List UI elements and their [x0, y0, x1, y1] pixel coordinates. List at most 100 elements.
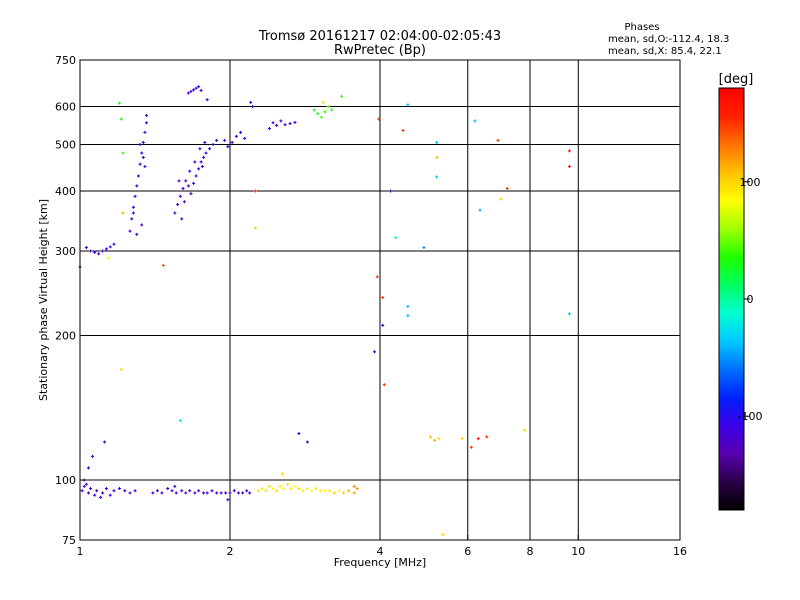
data-point — [176, 202, 180, 206]
data-point — [271, 121, 275, 125]
data-point — [84, 246, 88, 250]
data-point — [204, 151, 208, 155]
data-point — [251, 105, 255, 109]
data-point — [567, 164, 571, 168]
x-tick-label: 6 — [464, 545, 471, 558]
data-point — [314, 487, 318, 491]
data-point — [226, 498, 230, 502]
data-point — [226, 145, 230, 149]
data-point — [199, 88, 203, 92]
data-point — [381, 296, 385, 300]
colorbar-tick-label: -100 — [738, 410, 763, 423]
data-point — [184, 491, 188, 495]
data-point — [355, 487, 359, 491]
data-point — [394, 236, 398, 240]
data-point — [145, 121, 149, 125]
data-point — [130, 217, 134, 221]
data-point — [264, 489, 268, 493]
colorbar-tick-label: 0 — [747, 293, 754, 306]
data-point — [128, 491, 132, 495]
data-point — [133, 489, 137, 493]
data-point — [310, 489, 314, 493]
data-point — [173, 211, 177, 215]
data-point — [189, 192, 193, 196]
x-tick-label: 2 — [227, 545, 234, 558]
data-point — [316, 112, 320, 116]
data-point — [177, 179, 181, 183]
data-point — [256, 489, 260, 493]
data-point — [194, 86, 198, 90]
data-point — [184, 179, 188, 183]
y-tick-label: 300 — [55, 245, 76, 258]
data-point — [406, 314, 410, 318]
data-point — [401, 128, 405, 132]
data-point — [293, 484, 297, 488]
data-point — [101, 491, 105, 495]
data-point — [141, 140, 145, 144]
data-point — [245, 489, 249, 493]
data-point — [193, 160, 197, 164]
data-point — [93, 493, 97, 497]
data-point — [199, 160, 203, 164]
data-point — [186, 91, 190, 95]
data-point — [342, 491, 346, 495]
data-point — [180, 489, 184, 493]
data-point — [340, 94, 344, 98]
data-point — [95, 489, 99, 493]
data-point — [382, 383, 386, 387]
x-tick-label: 8 — [527, 545, 534, 558]
data-point — [228, 491, 232, 495]
data-point — [373, 350, 377, 354]
data-point — [197, 167, 201, 171]
data-point — [275, 489, 279, 493]
y-tick-label: 100 — [55, 474, 76, 487]
data-point — [93, 250, 97, 254]
colorbar-ticks: 100 0 -100 — [738, 176, 763, 423]
data-point — [104, 487, 108, 491]
data-point — [180, 217, 184, 221]
data-point — [174, 491, 178, 495]
data-point — [160, 491, 164, 495]
data-point — [82, 484, 86, 488]
data-point — [347, 489, 351, 493]
colorbar-gradient — [718, 87, 745, 511]
data-point — [84, 482, 88, 486]
y-axis-label: Stationary phase Virtual Height [km] — [37, 199, 50, 401]
data-point — [197, 85, 201, 89]
data-point — [197, 489, 201, 493]
data-point — [441, 533, 445, 537]
data-point — [330, 108, 334, 112]
data-point — [260, 487, 264, 491]
data-point — [496, 138, 500, 142]
data-point — [234, 134, 238, 138]
y-tick-label: 200 — [55, 330, 76, 343]
data-point — [248, 491, 252, 495]
data-point — [281, 472, 285, 476]
data-point — [112, 489, 116, 493]
data-point — [86, 491, 90, 495]
data-point — [194, 174, 198, 178]
data-point — [181, 186, 185, 190]
x-tick-label: 16 — [673, 545, 687, 558]
data-point — [117, 487, 121, 491]
data-point — [119, 367, 123, 371]
data-point — [121, 211, 125, 215]
y-tick-label: 500 — [55, 139, 76, 152]
phases-header: Phases — [624, 22, 659, 33]
data-point — [140, 223, 144, 227]
data-point — [104, 247, 108, 251]
data-point — [101, 249, 105, 253]
x-tick-label: 10 — [571, 545, 585, 558]
data-point — [89, 249, 93, 253]
data-point — [437, 437, 441, 441]
data-point — [133, 194, 137, 198]
data-point — [219, 491, 223, 495]
data-point — [321, 100, 325, 104]
data-point — [192, 88, 196, 92]
data-point — [476, 437, 480, 441]
data-point — [352, 491, 356, 495]
data-point — [469, 445, 473, 449]
data-point — [271, 487, 275, 491]
data-point — [505, 186, 509, 190]
data-point — [141, 155, 145, 159]
